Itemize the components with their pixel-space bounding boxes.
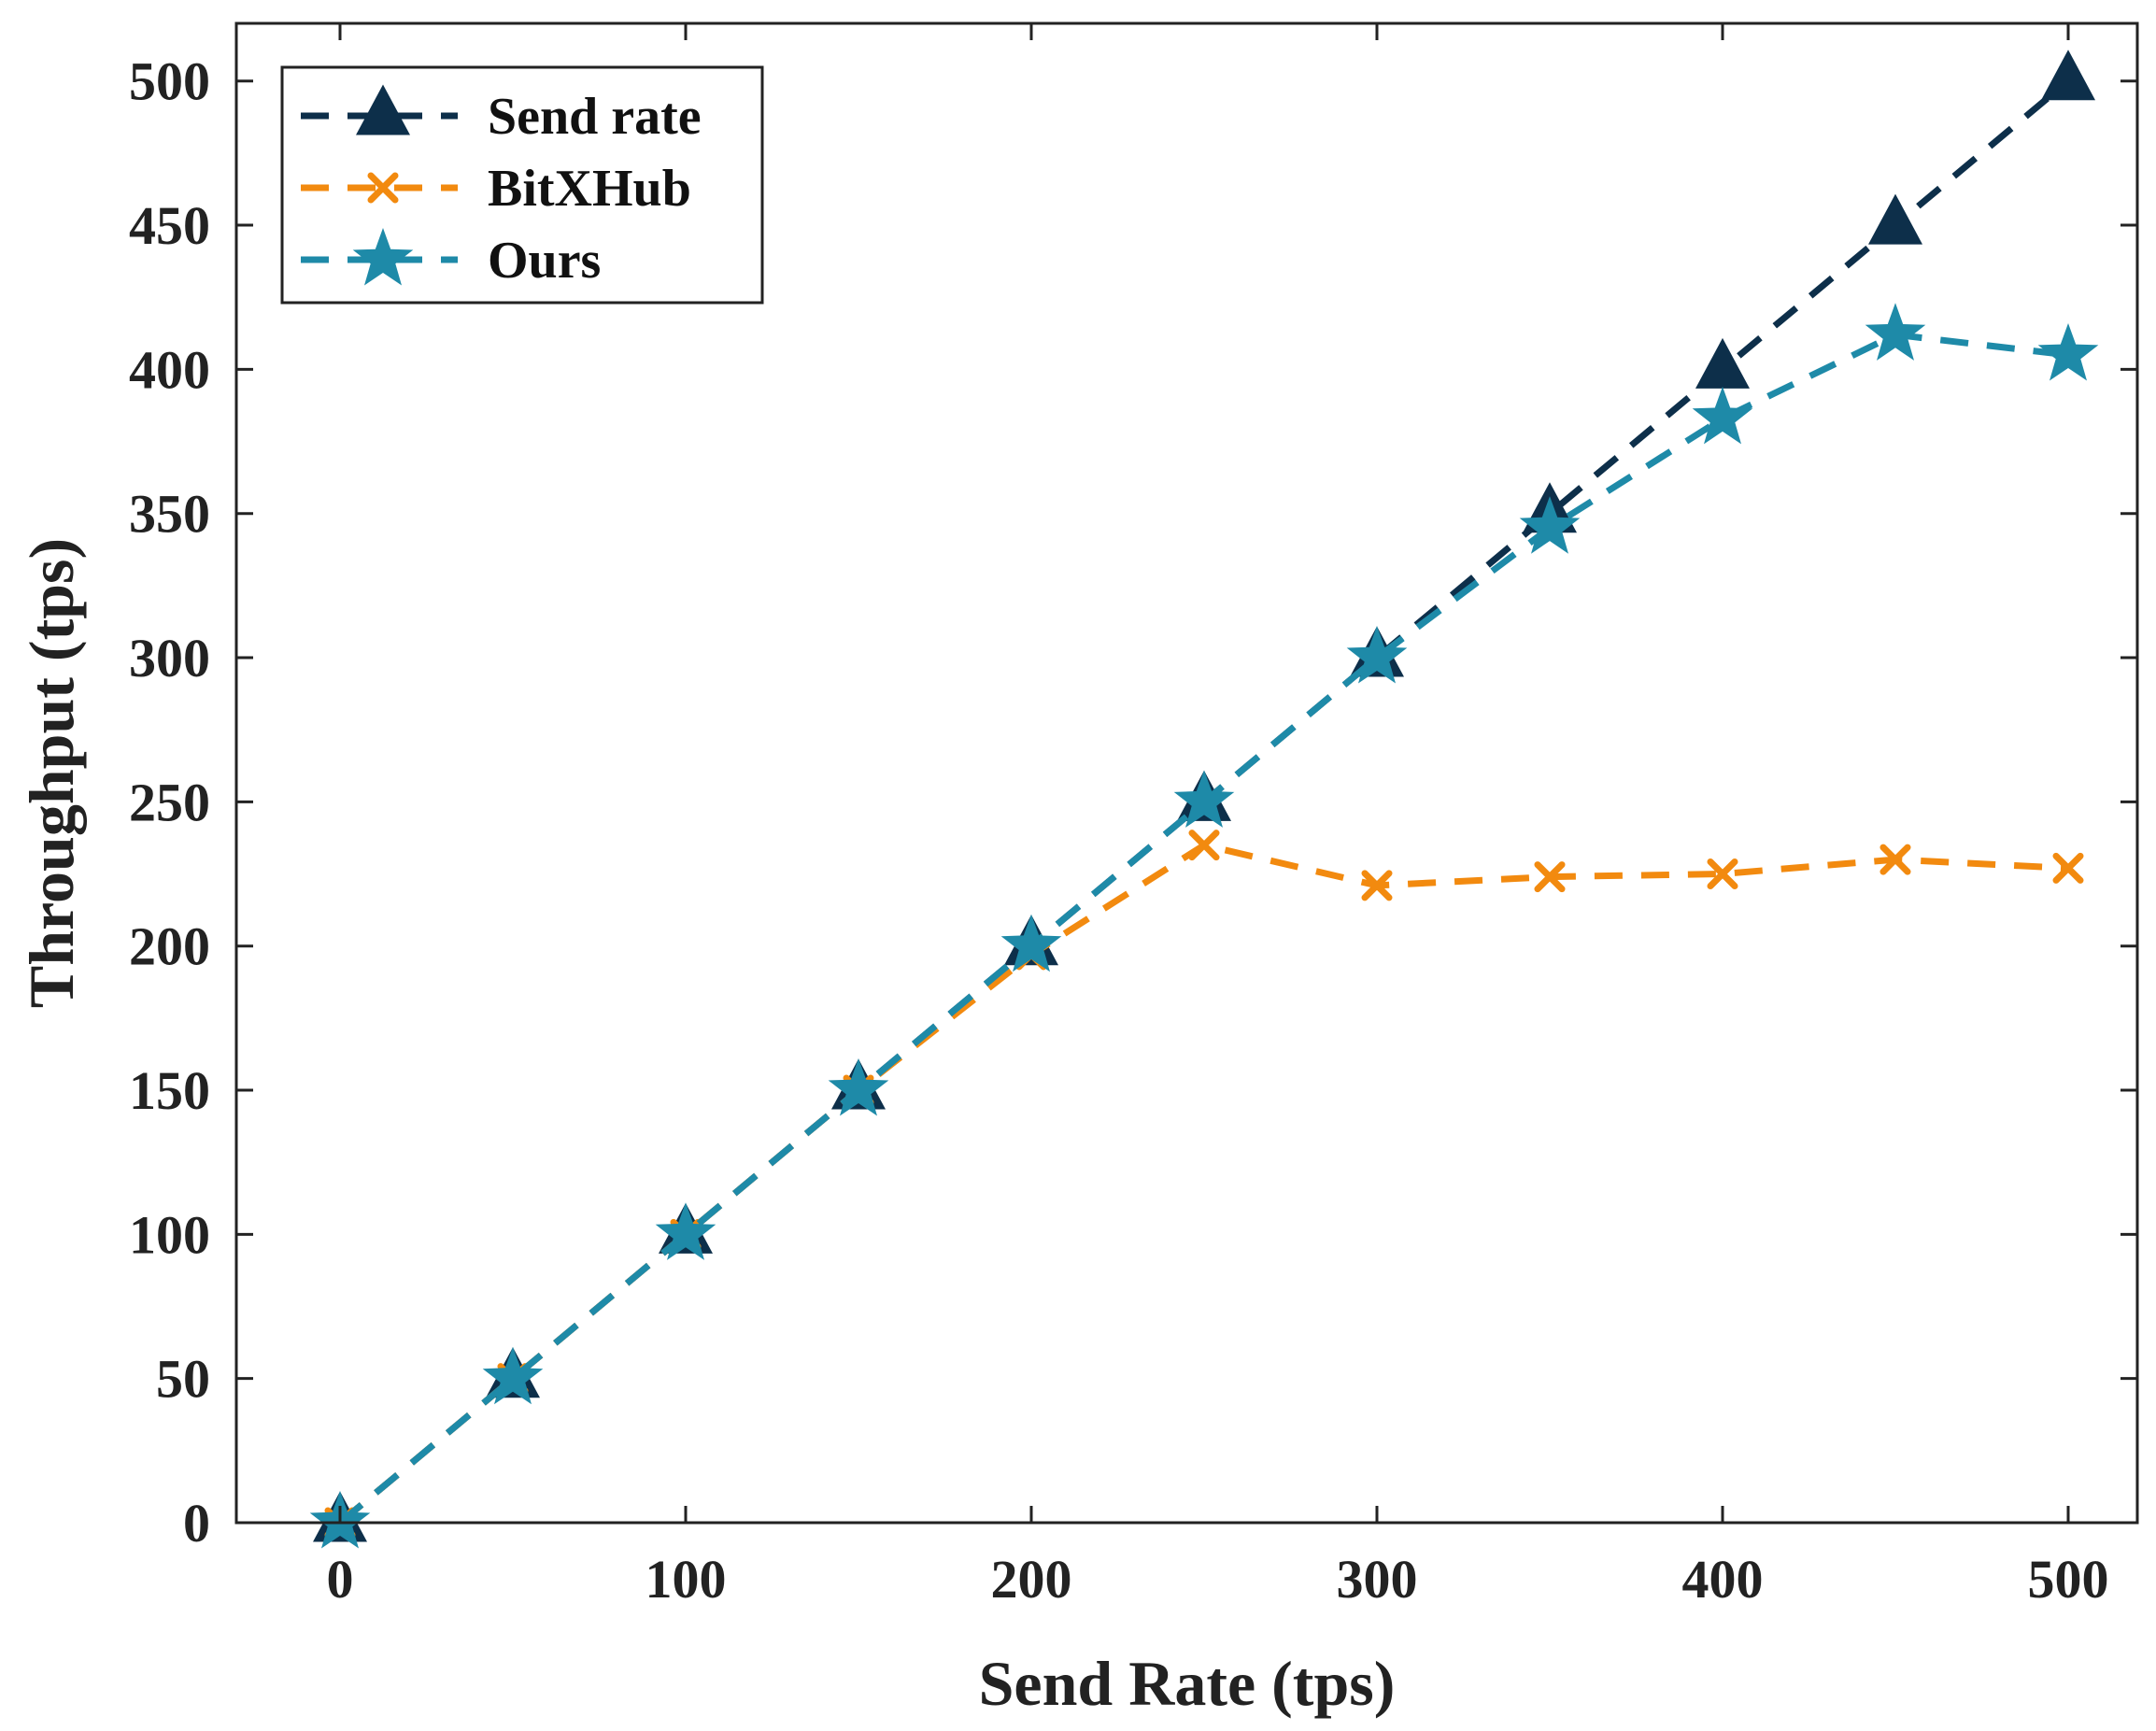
legend-label: BitXHub <box>488 160 691 218</box>
data-point-ours <box>655 1202 716 1260</box>
y-tick-label: 400 <box>129 339 210 400</box>
data-point-bitxhub-stroke <box>1361 870 1393 901</box>
y-tick-label: 150 <box>129 1060 210 1121</box>
data-point-ours <box>2037 323 2099 381</box>
y-tick-label: 50 <box>156 1349 210 1410</box>
legend: Send rate BitXHub Ours <box>280 65 764 305</box>
data-point-ours <box>1000 914 1062 972</box>
y-tick-label: 0 <box>183 1493 210 1554</box>
y-tick-label: 350 <box>129 484 210 545</box>
data-point-bitxhub-stroke <box>1188 830 1220 861</box>
series-line-ours <box>337 331 2069 1525</box>
x-tick-label: 300 <box>1337 1549 1418 1610</box>
data-point-ours <box>1692 386 1753 445</box>
legend-marker-ours <box>352 228 414 286</box>
data-point-ours <box>1519 496 1581 554</box>
data-point-send-rate <box>2041 50 2095 101</box>
data-point-ours <box>482 1346 544 1405</box>
legend-marker-bitxhub <box>367 172 399 204</box>
x-axis-ticks: 0 100 200 300 400 500 <box>327 23 2109 1610</box>
data-point-bitxhub <box>1534 861 1566 893</box>
data-point-ours <box>1173 770 1235 828</box>
x-tick-label: 0 <box>327 1549 354 1610</box>
x-tick-label: 400 <box>1682 1549 1764 1610</box>
legend-label: Ours <box>488 232 601 290</box>
data-point-bitxhub <box>2052 852 2084 884</box>
data-point-send-rate <box>1695 337 1750 389</box>
legend-marker-bitxhub-stroke <box>367 172 399 204</box>
x-tick-label: 500 <box>2028 1549 2109 1610</box>
y-tick-label: 500 <box>129 51 210 112</box>
plot-frame <box>234 21 2139 1525</box>
data-point-ours <box>1865 303 1926 361</box>
y-tick-label: 450 <box>129 195 210 256</box>
data-point-bitxhub <box>1707 858 1738 890</box>
legend-entry-ours: Ours <box>301 228 601 290</box>
y-tick-label: 250 <box>129 772 210 832</box>
legend-entry-send-rate: Send rate <box>301 84 702 146</box>
legend-label: Send rate <box>488 88 702 146</box>
data-point-ours <box>828 1058 889 1116</box>
data-point-bitxhub-stroke <box>1879 844 1911 875</box>
series-ours <box>309 303 2099 1549</box>
y-tick-label: 300 <box>129 628 210 688</box>
x-axis-title: Send Rate (tps) <box>979 1648 1396 1719</box>
series-line-bitxhub <box>337 841 2069 1525</box>
y-axis-title: Throughput (tps) <box>16 538 87 1008</box>
legend-marker-send-rate <box>356 84 410 135</box>
data-point-bitxhub <box>1361 870 1393 901</box>
legend-box <box>280 65 764 305</box>
data-point-ours <box>1346 626 1408 684</box>
series-layer <box>309 50 2099 1549</box>
data-point-send-rate <box>1868 193 1922 245</box>
data-point-bitxhub <box>1188 830 1220 861</box>
data-point-bitxhub-stroke <box>1534 861 1566 893</box>
data-point-bitxhub-stroke <box>2052 852 2084 884</box>
y-axis-ticks: 0 50 100 150 200 250 300 350 400 450 500 <box>129 51 2137 1554</box>
x-tick-label: 200 <box>991 1549 1072 1610</box>
data-point-bitxhub <box>1879 844 1911 875</box>
data-point-bitxhub-stroke <box>1707 858 1738 890</box>
series-bitxhub <box>324 830 2084 1539</box>
y-tick-label: 200 <box>129 916 210 977</box>
x-tick-label: 100 <box>645 1549 727 1610</box>
y-tick-label: 100 <box>129 1204 210 1265</box>
legend-entry-bitxhub: BitXHub <box>301 160 691 218</box>
